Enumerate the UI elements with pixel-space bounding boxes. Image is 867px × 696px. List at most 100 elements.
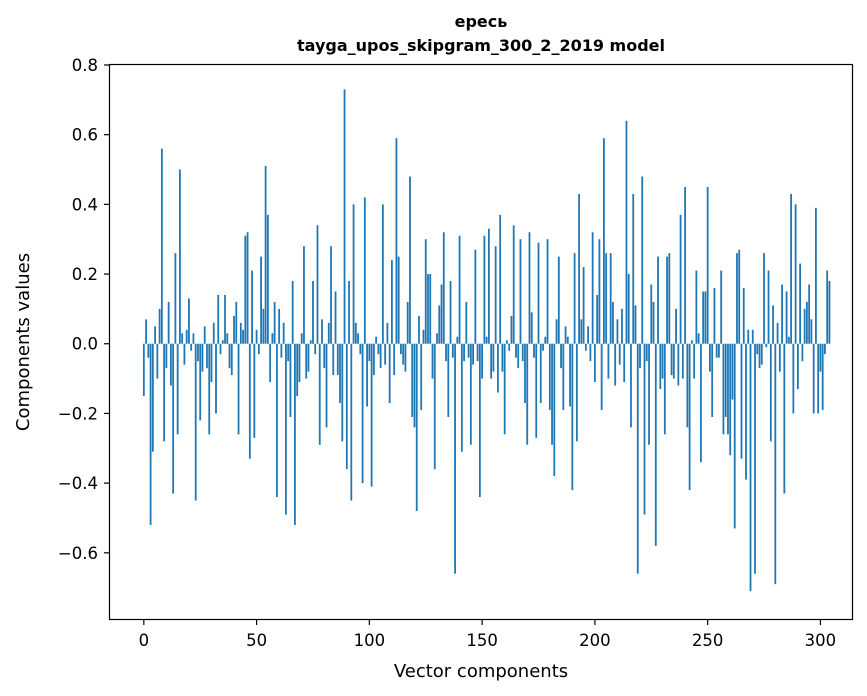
bar-34: [219, 343, 222, 355]
bar-167: [519, 239, 522, 344]
bar-96: [359, 343, 362, 355]
bar-150: [481, 343, 484, 379]
bar-184: [557, 256, 560, 344]
bar-303: [826, 270, 829, 344]
bar-46: [246, 232, 249, 344]
bar-227: [654, 343, 657, 546]
bar-106: [381, 204, 384, 344]
bar-275: [763, 253, 765, 344]
bar-122: [418, 315, 420, 344]
bar-240: [684, 186, 686, 344]
bar-67: [294, 343, 296, 525]
bar-268: [747, 329, 750, 344]
bar-295: [808, 284, 811, 344]
bar-262: [733, 343, 736, 529]
bar-1: [145, 319, 147, 344]
bar-187: [564, 326, 567, 344]
bar-84: [332, 343, 335, 376]
bar-139: [456, 336, 459, 344]
bar-142: [463, 343, 465, 362]
bar-98: [363, 197, 366, 344]
bar-137: [451, 343, 454, 358]
bar-238: [679, 214, 682, 344]
bar-186: [562, 343, 565, 410]
bar-250: [706, 186, 709, 344]
bar-47: [248, 343, 251, 459]
bar-131: [438, 305, 441, 344]
bar-219: [636, 343, 639, 574]
bar-90: [345, 343, 348, 470]
bar-132: [440, 284, 443, 344]
bar-205: [605, 253, 608, 344]
bar-182: [553, 343, 556, 477]
bar-172: [530, 312, 533, 344]
bar-173: [533, 343, 535, 358]
bar-8: [160, 148, 163, 344]
bar-243: [690, 340, 693, 344]
bar-221: [641, 176, 644, 344]
bar-199: [591, 232, 594, 344]
bar-94: [354, 322, 357, 344]
y-tick-label: 0.6: [72, 126, 98, 145]
bar-288: [792, 343, 795, 414]
bar-138: [454, 343, 456, 574]
bar-258: [724, 343, 727, 417]
bar-100: [368, 343, 371, 362]
bar-300: [819, 343, 822, 372]
x-tick-label: 150: [466, 631, 498, 650]
bar-216: [630, 343, 632, 428]
bar-265: [740, 343, 743, 459]
bar-110: [391, 260, 393, 344]
bars-group: [142, 89, 831, 592]
bar-234: [670, 343, 673, 376]
bar-114: [400, 343, 402, 355]
bar-209: [614, 343, 617, 386]
bar-273: [758, 343, 761, 369]
bar-228: [657, 256, 659, 344]
y-tick-label: −0.6: [58, 544, 98, 563]
bar-157: [497, 343, 499, 393]
bar-156: [494, 246, 497, 344]
bar-202: [598, 239, 601, 344]
bar-242: [688, 343, 691, 491]
bar-22: [192, 333, 195, 344]
bar-208: [612, 301, 614, 344]
bar-91: [348, 281, 350, 344]
bar-147: [474, 249, 477, 344]
bar-175: [537, 242, 540, 344]
bar-146: [472, 343, 474, 365]
bar-81: [325, 343, 328, 428]
bar-241: [686, 343, 689, 428]
y-tick-label: 0.2: [72, 265, 98, 284]
bar-160: [503, 343, 506, 435]
bar-287: [790, 193, 792, 344]
bar-133: [442, 232, 445, 344]
bar-286: [787, 336, 790, 344]
x-tick-label: 300: [805, 631, 837, 650]
bar-24: [197, 343, 199, 362]
bar-282: [778, 343, 781, 372]
bar-15: [176, 343, 179, 435]
bar-176: [539, 343, 542, 403]
bar-62: [282, 322, 285, 344]
bar-3: [149, 343, 152, 525]
bar-178: [544, 336, 547, 344]
bar-39: [230, 343, 233, 376]
bar-104: [377, 343, 380, 355]
bar-212: [621, 308, 623, 344]
bar-41: [235, 301, 238, 344]
bar-249: [704, 291, 707, 344]
y-tick-label: −0.4: [58, 474, 98, 493]
bar-251: [709, 343, 711, 372]
bar-92: [350, 343, 353, 501]
y-axis-label: Components values: [13, 253, 34, 431]
bar-112: [395, 138, 398, 344]
bar-20: [188, 298, 190, 344]
bar-68: [296, 343, 299, 396]
bar-135: [447, 343, 450, 417]
bar-260: [729, 343, 732, 456]
bar-218: [634, 305, 637, 344]
bar-225: [650, 284, 653, 344]
y-axis-ticks: −0.6 −0.4 −0.2 0.0 0.2 0.4 0.6 0.8: [58, 56, 110, 563]
bar-148: [476, 343, 479, 362]
